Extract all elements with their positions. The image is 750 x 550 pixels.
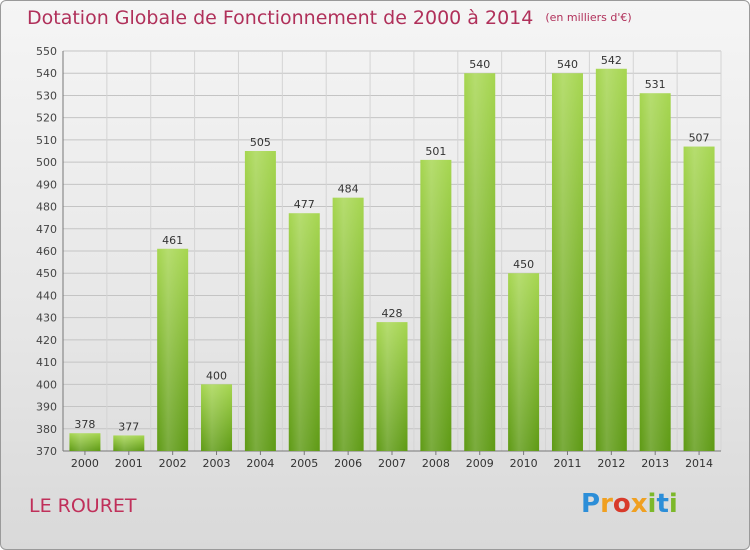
y-tick-label: 550 [36,45,57,58]
y-tick-label: 510 [36,134,57,147]
bar-shine [113,435,145,451]
data-label: 378 [74,418,95,431]
bar-shine [288,213,320,451]
data-label: 377 [118,420,139,433]
x-tick-label: 2008 [422,457,450,470]
y-tick-label: 420 [36,334,57,347]
data-label: 505 [250,136,271,149]
data-label: 501 [425,145,446,158]
y-tick-label: 440 [36,289,57,302]
x-tick-label: 2011 [553,457,581,470]
bar-shine [420,159,452,451]
bar-shine [683,146,715,452]
y-tick-label: 410 [36,356,57,369]
bar-shine [69,433,101,451]
y-tick-label: 380 [36,423,57,436]
y-tick-label: 460 [36,245,57,258]
y-tick-label: 450 [36,267,57,280]
y-tick-label: 530 [36,89,57,102]
data-label: 484 [338,183,359,196]
data-label: 428 [382,307,403,320]
y-tick-labels: 370 380 390 400 410 420 430 440 450 460 470 480 490 5… [36,45,57,458]
chart-title-text: Dotation Globale de Fonctionnement de 20… [27,7,534,29]
x-tick-label: 2009 [466,457,494,470]
x-tick-label: 2002 [159,457,187,470]
bar-shine [376,322,408,451]
bar-shine [201,384,233,451]
x-tick-label: 2000 [71,457,99,470]
bar-shine [464,73,496,451]
x-tick-label: 2001 [115,457,143,470]
x-tick-label: 2004 [246,457,274,470]
chart-title: Dotation Globale de Fonctionnement de 20… [27,7,632,29]
bar-shine [639,93,671,451]
x-tick-label: 2006 [334,457,362,470]
data-label: 531 [645,78,666,91]
y-tick-label: 370 [36,445,57,458]
y-tick-label: 430 [36,312,57,325]
y-tick-label: 470 [36,223,57,236]
data-labels: 378 377 461 400 505 477 484 428 501 540 450 540 542 5… [74,54,709,434]
y-tick-label: 540 [36,67,57,80]
x-tick-label: 2007 [378,457,406,470]
y-tick-label: 390 [36,401,57,414]
data-label: 461 [162,234,183,247]
y-tick-label: 400 [36,378,57,391]
data-label: 540 [557,58,578,71]
bar-shine [157,248,189,451]
y-tick-label: 520 [36,112,57,125]
bar-shine [332,197,364,451]
data-label: 540 [469,58,490,71]
data-label: 542 [601,54,622,67]
bar-shine [508,273,540,451]
bar-shine [551,73,583,451]
x-tick-labels: 2000 2001 2002 2003 2004 2005 2006 2007 2008 2009… [71,457,713,470]
proxiti-logo: Proxiti [581,489,678,519]
data-label: 450 [513,258,534,271]
data-label: 400 [206,369,227,382]
bar-shine [595,68,627,452]
x-tick-label: 2013 [641,457,669,470]
bar-shine [244,151,276,451]
x-tick-label: 2014 [685,457,713,470]
y-tick-label: 480 [36,201,57,214]
y-tick-label: 490 [36,178,57,191]
x-tick-label: 2003 [203,457,231,470]
x-tick-label: 2010 [510,457,538,470]
x-tick-label: 2012 [597,457,625,470]
data-label: 477 [294,198,315,211]
y-tick-label: 500 [36,156,57,169]
commune-name: LE ROURET [29,495,137,517]
chart-unit-label: (en milliers d'€) [545,11,632,24]
x-tick-label: 2005 [290,457,318,470]
data-label: 507 [689,132,710,145]
bars [69,68,715,452]
